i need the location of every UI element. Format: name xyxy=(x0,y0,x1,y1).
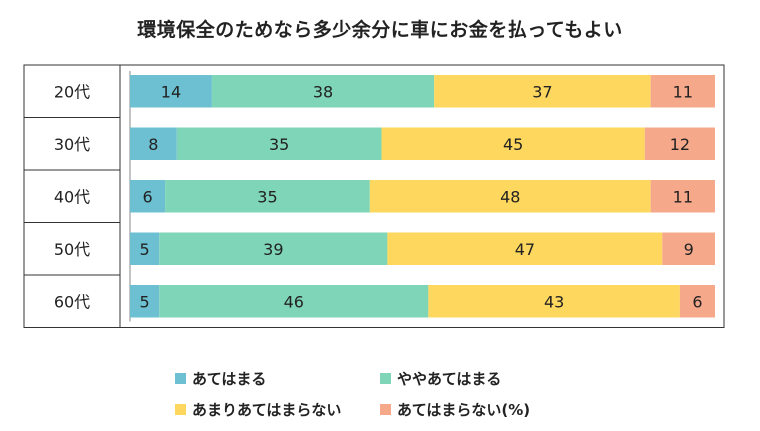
category-label: 20代 xyxy=(54,82,90,101)
data-label: 35 xyxy=(257,187,277,206)
legend-label-2: あまりあてはまらない xyxy=(192,401,342,419)
data-label: 9 xyxy=(684,240,694,259)
category-label: 30代 xyxy=(54,135,90,154)
bar-segment xyxy=(130,180,166,213)
legend-label-1: ややあてはまる xyxy=(397,370,502,388)
data-label: 5 xyxy=(140,292,150,311)
bar-segment xyxy=(381,127,645,160)
bar-segment xyxy=(644,127,715,160)
bar-segment xyxy=(662,232,715,265)
legend-label-0: あてはまる xyxy=(192,370,267,388)
bar-segment xyxy=(159,285,429,318)
legend-swatch-1 xyxy=(380,373,391,384)
data-label: 6 xyxy=(692,292,702,311)
bar-segment xyxy=(650,75,715,108)
bar-segment xyxy=(369,180,651,213)
bar-segment xyxy=(130,285,160,318)
category-label: 60代 xyxy=(54,292,90,311)
data-label: 39 xyxy=(263,240,283,259)
data-label: 46 xyxy=(284,292,304,311)
bar-segment xyxy=(211,75,435,108)
chart-title: 環境保全のためなら多少余分に車にお金を払ってもよい xyxy=(137,19,623,41)
bar-segment xyxy=(434,75,651,108)
data-label: 12 xyxy=(670,135,690,154)
legend-item-3: あてはまらない (%) xyxy=(380,399,530,420)
bar-segment xyxy=(387,232,663,265)
legend-item-2: あまりあてはまらない xyxy=(175,399,341,420)
bar-segment xyxy=(679,285,715,318)
data-label: 48 xyxy=(500,187,520,206)
category-label: 40代 xyxy=(54,187,90,206)
bar-segment xyxy=(428,285,680,318)
data-label: 37 xyxy=(532,82,552,101)
legend-swatch-0 xyxy=(175,373,186,384)
legend-swatch-2 xyxy=(175,404,186,415)
data-label: 6 xyxy=(142,187,152,206)
table-frame xyxy=(23,64,725,328)
data-label: 43 xyxy=(544,292,564,311)
bar-segment xyxy=(159,232,388,265)
data-label: 5 xyxy=(140,240,150,259)
data-label: 47 xyxy=(515,240,535,259)
bar-segment xyxy=(650,180,715,213)
bar-segment xyxy=(176,127,382,160)
legend-item-0: あてはまる xyxy=(175,368,266,389)
data-label: 11 xyxy=(673,82,693,101)
data-label: 35 xyxy=(269,135,289,154)
legend-swatch-3 xyxy=(380,404,391,415)
bar-segment xyxy=(130,127,177,160)
data-label: 11 xyxy=(673,187,693,206)
bar-segment xyxy=(130,232,160,265)
data-label: 38 xyxy=(313,82,333,101)
legend-item-1: ややあてはまる xyxy=(380,368,501,389)
category-label: 50代 xyxy=(54,240,90,259)
data-label: 45 xyxy=(503,135,523,154)
legend-label-3: あてはまらない xyxy=(397,401,502,419)
legend-unit: (%) xyxy=(501,400,531,419)
data-label: 14 xyxy=(161,82,181,101)
data-label: 8 xyxy=(148,135,158,154)
bar-segment xyxy=(165,180,370,213)
bar-segment xyxy=(130,75,212,108)
